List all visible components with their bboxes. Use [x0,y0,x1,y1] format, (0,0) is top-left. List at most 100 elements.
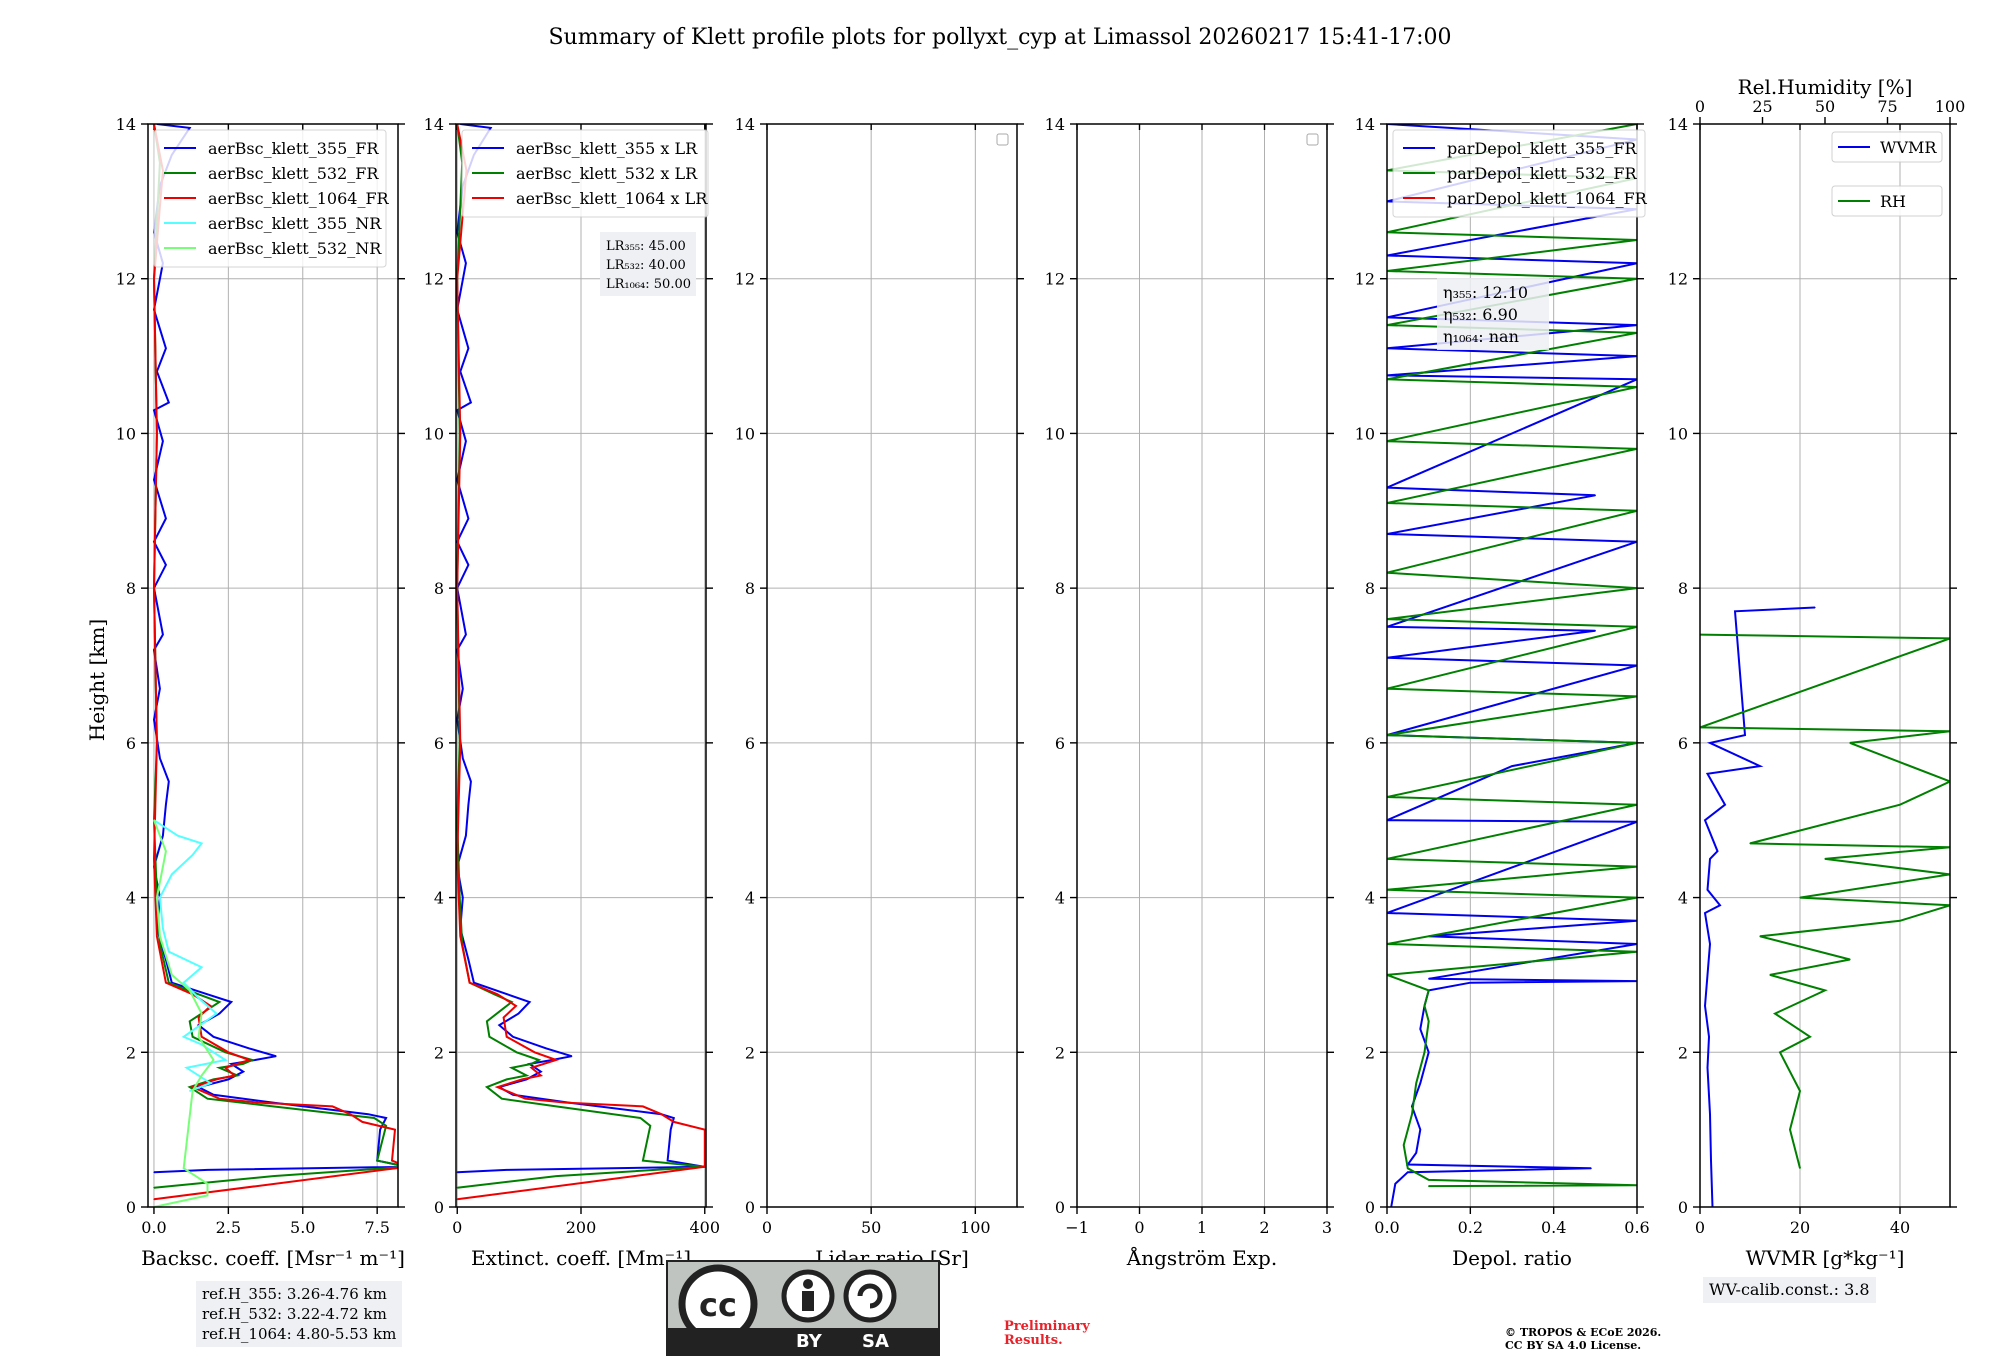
ref-height-1064: ref.H_1064: 4.80-5.53 km [202,1325,397,1343]
data-point [257,1101,259,1104]
y-tick-label: 10 [1668,424,1688,443]
legend-label: aerBsc_klett_355_NR [208,214,382,233]
data-point [242,1063,244,1065]
data-point [511,1067,513,1069]
cc-by-label: BY [796,1331,822,1352]
data-point [1719,904,1721,906]
x-tick-label: 2 [1259,1218,1269,1237]
y-tick-label: 6 [1678,734,1688,753]
data-point [1469,982,1471,984]
data-point [1759,765,1761,767]
x-axis-label: Ångström Exp. [1126,1245,1277,1270]
y-tick-label: 8 [1678,579,1688,598]
series-line-aerbsc-klett-532-nr [153,819,215,1207]
data-point [467,958,469,961]
data-point [1419,1028,1421,1030]
y-tick-label: 0 [434,1198,444,1217]
data-point [251,1059,253,1061]
legend-label: aerBsc_klett_532 x LR [516,164,698,183]
data-point [1423,1051,1426,1053]
legend-label: aerBsc_klett_532_NR [208,239,382,258]
data-point [530,1067,533,1069]
data-point [189,1086,191,1088]
data-point [215,1078,218,1080]
y-tick-label: 12 [1045,270,1065,289]
data-point [1710,1159,1712,1162]
data-point [456,231,458,233]
lr-annotation-box [600,232,696,296]
ref-height-355: ref.H_355: 3.26-4.76 km [202,1285,387,1303]
top-x-tick-label: 50 [1815,97,1835,116]
data-point [367,1113,369,1115]
data-point [1411,1113,1413,1115]
data-point [1419,1082,1421,1084]
y-tick-label: 4 [1678,889,1688,908]
data-point [467,564,469,566]
data-point [1428,1020,1430,1022]
y-tick-label: 4 [434,889,444,908]
x-axis-label: Extinct. coeff. [Mm⁻¹] [471,1246,691,1270]
data-point [230,1001,232,1003]
series-line-wvmr [1703,606,1816,1207]
data-point [156,742,158,744]
legend-label: aerBsc_klett_355 x LR [516,139,698,158]
data-point [162,633,164,636]
data-point [165,982,167,984]
data-point [218,1013,221,1015]
data-point [660,1113,663,1115]
copyright-line-2: CC BY SA 4.0 License. [1505,1339,1642,1352]
data-area [1700,606,1950,1207]
y-tick-label: 14 [424,115,444,134]
data-point [521,1078,523,1080]
x-tick-label: 5.0 [290,1218,315,1237]
data-point [506,1078,508,1080]
data-point [385,1125,387,1127]
y-tick-label: 14 [735,115,755,134]
legend-label: aerBsc_klett_532_FR [208,164,379,183]
data-point [212,1059,215,1061]
data-point [200,1074,203,1077]
data-point [462,896,464,899]
top-x-axis-label: Rel.Humidity [%] [1738,75,1913,99]
top-x-tick-label: 25 [1752,97,1772,116]
data-point [642,1105,644,1108]
data-point [165,347,167,349]
x-tick-label: −1 [1065,1218,1089,1237]
data-point [1428,1179,1430,1181]
data-point [486,1020,488,1022]
data-point [459,935,461,937]
copyright-line-1: © TROPOS & ECoE 2026. [1505,1326,1662,1339]
data-point [467,347,469,349]
data-point [159,688,161,690]
y-tick-label: 6 [1365,734,1375,753]
data-point [200,1036,203,1038]
data-point [470,780,472,783]
data-point [465,835,467,837]
data-point [200,1043,203,1046]
data-point [1809,1036,1811,1038]
data-point [459,742,461,744]
legend-box [1392,129,1646,218]
data-point [197,1016,200,1019]
share-alike-icon-arrow [857,1283,883,1309]
y-tick-label: 6 [1055,734,1065,753]
legend-box [461,129,709,218]
top-x-tick-label: 100 [1935,97,1966,116]
data-area [152,124,398,1207]
copyright-note: © TROPOS & ECoE 2026. CC BY SA 4.0 Licen… [1505,1326,1661,1352]
data-point [501,1009,503,1011]
x-tick-label: 0 [1134,1218,1144,1237]
data-point [538,1059,540,1061]
cc-icons: cc [678,1264,897,1344]
data-point [465,440,467,442]
data-point [159,943,161,945]
data-point [168,780,170,783]
data-point [465,262,467,264]
share-alike-icon [843,1269,897,1323]
data-point [467,804,469,806]
data-point [1749,842,1751,845]
axes-frame [766,123,1018,1208]
data-point [639,1117,642,1119]
data-point [1734,610,1736,612]
data-point [1849,742,1851,744]
